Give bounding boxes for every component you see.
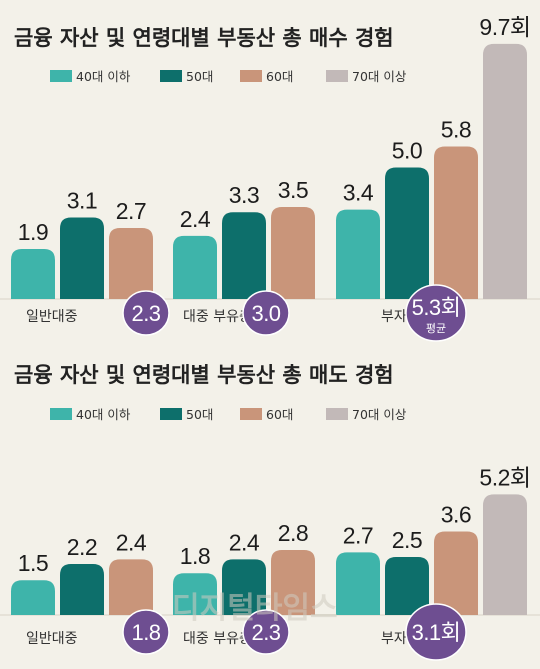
legend-swatch-2 — [160, 70, 182, 82]
legend-label-1: 40대 이하 — [76, 407, 131, 422]
chart-panel-2: 금융 자산 및 연령대별 부동산 총 매도 경험 40대 이하 50대 60대 70대 … — [0, 363, 540, 661]
bar-대중 부유층-40대 이하 — [173, 573, 217, 615]
bar-부자-50대 — [385, 167, 429, 299]
average-value: 3.1회 — [412, 620, 461, 645]
legend-label-3: 60대 — [266, 69, 293, 84]
data-label: 2.8 — [278, 520, 308, 546]
bar-부자-70대 이상 — [483, 43, 527, 299]
data-label: 2.7 — [343, 522, 373, 548]
average-badge — [405, 603, 467, 661]
data-label: 3.4 — [343, 180, 374, 206]
data-label: 2.4 — [116, 529, 147, 555]
legend-swatch-3 — [240, 70, 262, 82]
bar-대중 부유층-60대 — [271, 206, 315, 299]
data-label: 1.8 — [180, 543, 210, 569]
data-label: 1.5 — [18, 550, 48, 576]
average-badge — [242, 290, 290, 336]
bar-일반대중-60대 — [109, 559, 153, 615]
bar-대중 부유층-50대 — [222, 559, 266, 615]
legend-label-4: 70대 이상 — [352, 69, 407, 84]
bar-일반대중-40대 이하 — [11, 580, 55, 615]
chart-title: 금융 자산 및 연령대별 부동산 총 매수 경험 — [14, 26, 394, 50]
average-note: 평균 — [426, 322, 446, 335]
average-value: 3.0 — [251, 301, 280, 326]
data-label: 3.1 — [67, 187, 97, 213]
average-value: 2.3 — [131, 301, 160, 326]
category-label-2: 대중 부유층 — [183, 309, 252, 325]
data-label: 2.7 — [116, 198, 146, 224]
legend-swatch-3 — [240, 408, 262, 420]
legend-label-2: 50대 — [186, 69, 213, 84]
average-badge — [122, 609, 170, 655]
legend-label-4: 70대 이상 — [352, 407, 407, 422]
legend-label-3: 60대 — [266, 407, 293, 422]
bar-일반대중-60대 — [109, 227, 153, 299]
bar-대중 부유층-40대 이하 — [173, 235, 217, 299]
category-label-3: 부자 — [381, 309, 407, 325]
legend-swatch-4 — [326, 408, 348, 420]
data-label: 1.9 — [18, 219, 48, 245]
bar-일반대중-50대 — [60, 217, 104, 299]
bar-부자-60대 — [434, 531, 478, 615]
bar-일반대중-50대 — [60, 563, 104, 615]
average-badge — [122, 290, 170, 336]
data-label: 2.2 — [67, 534, 97, 560]
bar-대중 부유층-50대 — [222, 212, 266, 299]
bar-부자-60대 — [434, 146, 478, 299]
data-label: 3.5 — [278, 177, 308, 203]
data-label: 5.2회 — [479, 464, 530, 490]
bar-부자-40대 이하 — [336, 209, 380, 299]
legend-label-2: 50대 — [186, 407, 213, 422]
legend-swatch-1 — [50, 70, 72, 82]
data-label: 2.5 — [392, 527, 422, 553]
bar-일반대중-40대 이하 — [11, 249, 55, 299]
category-label-1: 일반대중 — [26, 631, 78, 647]
bar-부자-50대 — [385, 557, 429, 615]
average-value: 1.8 — [131, 620, 160, 645]
average-value: 2.3 — [251, 620, 280, 645]
average-badge — [242, 609, 290, 655]
chart-panel-1: 금융 자산 및 연령대별 부동산 총 매수 경험 40대 이하 50대 60대 70대 … — [0, 14, 540, 342]
bar-부자-40대 이하 — [336, 552, 380, 615]
bar-대중 부유층-60대 — [271, 550, 315, 615]
data-label: 2.4 — [229, 529, 260, 555]
average-value: 5.3회 — [412, 295, 461, 320]
bar-부자-70대 이상 — [483, 494, 527, 615]
legend-swatch-1 — [50, 408, 72, 420]
data-label: 3.6 — [441, 501, 471, 527]
category-label-1: 일반대중 — [26, 309, 78, 325]
data-label: 3.3 — [229, 182, 259, 208]
average-badge — [405, 284, 467, 342]
data-label: 9.7회 — [479, 14, 530, 40]
chart-title: 금융 자산 및 연령대별 부동산 총 매도 경험 — [14, 363, 394, 387]
legend-swatch-4 — [326, 70, 348, 82]
legend-label-1: 40대 이하 — [76, 69, 131, 84]
data-label: 5.8 — [441, 116, 471, 142]
data-label: 5.0 — [392, 138, 422, 164]
category-label-2: 대중 부유층 — [183, 631, 252, 647]
data-label: 2.4 — [180, 206, 211, 232]
legend-swatch-2 — [160, 408, 182, 420]
watermark: 디지털타임스 — [172, 591, 338, 626]
category-label-3: 부자 — [381, 631, 407, 647]
